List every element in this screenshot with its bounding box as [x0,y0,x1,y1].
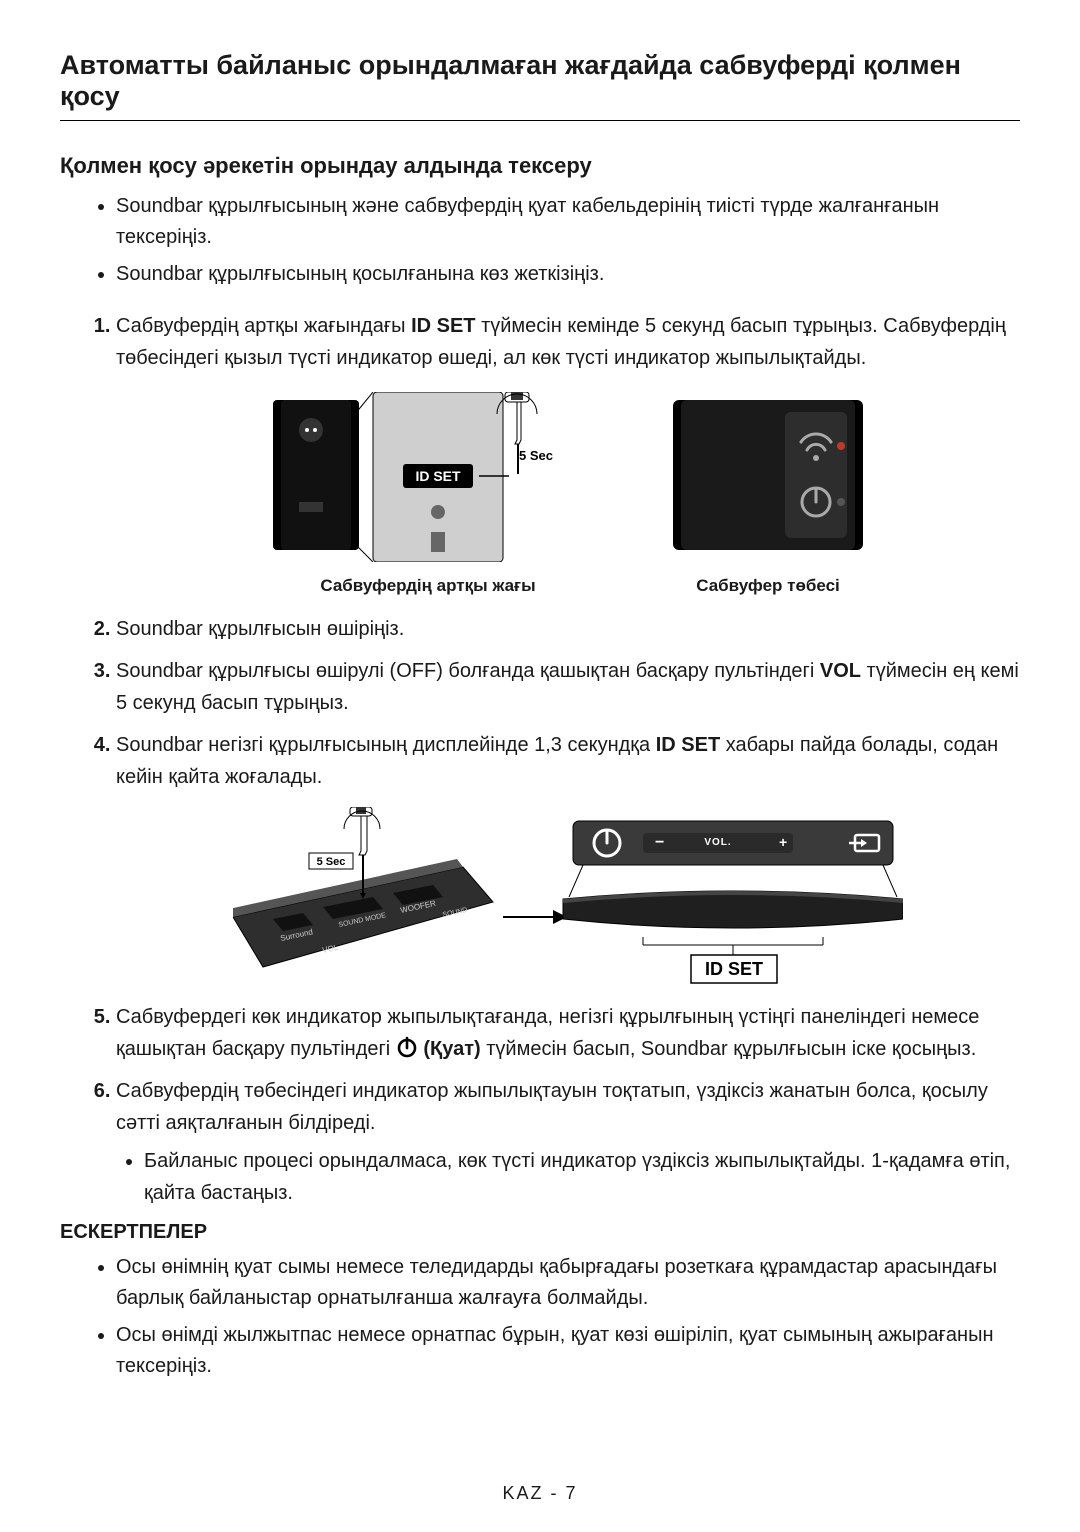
section-heading: Автоматты байланыс орындалмаған жағдайда… [60,50,1020,121]
power-label: (Қуат) [418,1038,481,1060]
notes-list: Осы өнімнің қуат сымы немесе теледидарды… [60,1252,1020,1382]
time-label: 5 Sec [519,448,553,463]
list-item: Soundbar құрылғысының және сабвуфердің қ… [116,191,1020,253]
figure-caption: Сабвуфер төбесі [696,572,840,599]
figure-top: Сабвуфер төбесі [673,392,863,599]
step-text: Сабвуфердің артқы жағындағы [116,315,411,337]
notes-heading: ЕСКЕРТПЕЛЕР [60,1221,1020,1244]
step-text: Soundbar құрылғысы өшірулі (OFF) болғанд… [116,660,820,682]
step-item: Сабвуфердің төбесіндегі индикатор жыпылы… [116,1075,1020,1209]
idset-label: ID SET [705,959,763,979]
nested-list: Байланыс процесі орындалмаса, көк түсті … [116,1145,1020,1209]
figure-remote-soundbar: Surround SOUND MODE WOOFER VOL SOUND [116,807,1020,987]
idset-label: ID SET [411,315,475,337]
figure-back: ID SET 5 Sec [273,392,583,599]
list-item: Осы өнімді жылжытпас немесе орнатпас бұр… [116,1320,1020,1382]
power-icon [396,1036,418,1058]
check-list: Soundbar құрылғысының және сабвуфердің қ… [60,191,1020,290]
figure-caption: Сабвуфердің артқы жағы [320,572,535,599]
step-item: Soundbar құрылғысын өшіріңіз. [116,613,1020,645]
time-label: 5 Sec [317,856,346,868]
page-footer: KAZ - 7 [0,1483,1080,1504]
step-text: түймесін басып, Soundbar құрылғысын іске… [481,1038,977,1060]
step-item: Сабвуфердің артқы жағындағы ID SET түйме… [116,310,1020,599]
subsection-heading: Қолмен қосу әрекетін орындау алдында тек… [60,153,1020,179]
remote-soundbar-illustration: Surround SOUND MODE WOOFER VOL SOUND [233,807,903,987]
subwoofer-top-illustration [673,392,863,562]
svg-text:−: − [655,834,664,851]
step-text: Soundbar негізгі құрылғысының дисплейінд… [116,734,656,756]
step-item: Soundbar негізгі құрылғысының дисплейінд… [116,729,1020,987]
step-item: Сабвуфердегі көк индикатор жыпылықтағанд… [116,1001,1020,1065]
idset-button-label: ID SET [415,468,461,484]
list-item: Осы өнімнің қуат сымы немесе теледидарды… [116,1252,1020,1314]
subwoofer-back-illustration: ID SET 5 Sec [273,392,583,562]
svg-text:+: + [779,834,787,850]
list-item: Байланыс процесі орындалмаса, көк түсті … [144,1145,1020,1209]
vol-label: VOL [820,660,861,682]
vol-label: VOL. [704,837,731,848]
list-item: Soundbar құрылғысының қосылғанына көз же… [116,259,1020,290]
step-item: Soundbar құрылғысы өшірулі (OFF) болғанд… [116,655,1020,719]
idset-label: ID SET [656,734,720,756]
steps-list: Сабвуфердің артқы жағындағы ID SET түйме… [60,310,1020,1209]
step-text: Сабвуфердің төбесіндегі индикатор жыпылы… [116,1080,988,1134]
figure-subwoofer: ID SET 5 Sec [116,392,1020,599]
